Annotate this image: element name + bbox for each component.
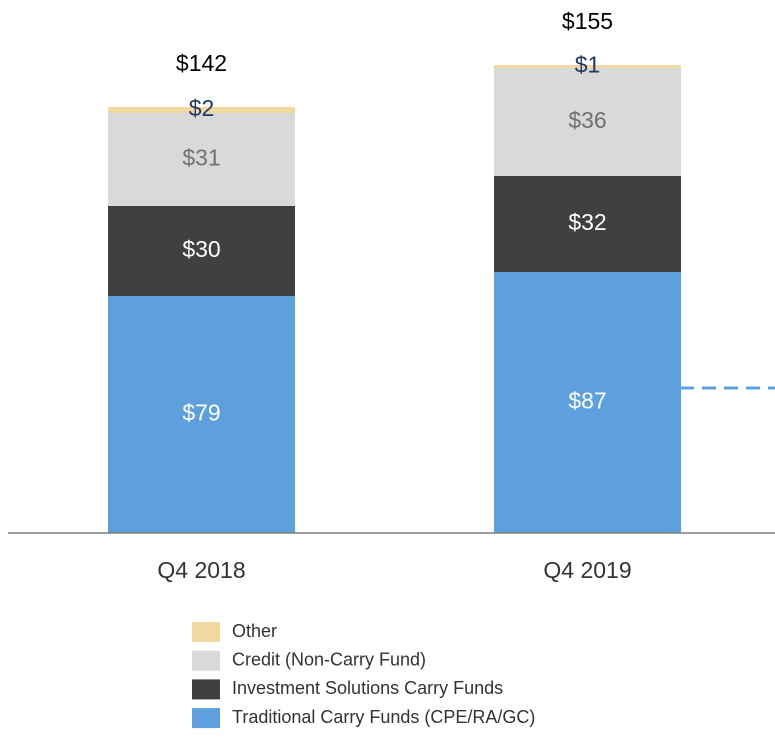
bar-segment [108,206,295,296]
value-label: $30 [182,236,220,262]
bar-segment [494,176,681,272]
total-label: $155 [562,8,613,34]
bar-segment [108,113,295,206]
legend-swatch [192,622,220,642]
bar-segment [494,272,681,533]
total-label: $142 [176,50,227,76]
value-label: $79 [182,400,220,426]
value-label: $31 [182,145,220,171]
value-label: $36 [568,107,606,133]
value-label: $2 [189,95,215,121]
value-label: $87 [568,388,606,414]
legend-label: Other [232,621,277,641]
legend-swatch [192,708,220,729]
legend-label: Investment Solutions Carry Funds [232,678,503,698]
legend-swatch [192,679,220,700]
legend-label: Credit (Non-Carry Fund) [232,649,426,669]
bar-segment [108,107,295,113]
legend-swatch [192,650,220,671]
legend-label: Traditional Carry Funds (CPE/RA/GC) [232,707,535,727]
x-tick-label: Q4 2018 [157,557,245,583]
value-label: $32 [568,209,606,235]
bar-segment [494,65,681,68]
x-tick-label: Q4 2019 [543,557,631,583]
value-label: $1 [575,52,601,78]
bar-segment [108,296,295,533]
bar-segment [494,68,681,176]
